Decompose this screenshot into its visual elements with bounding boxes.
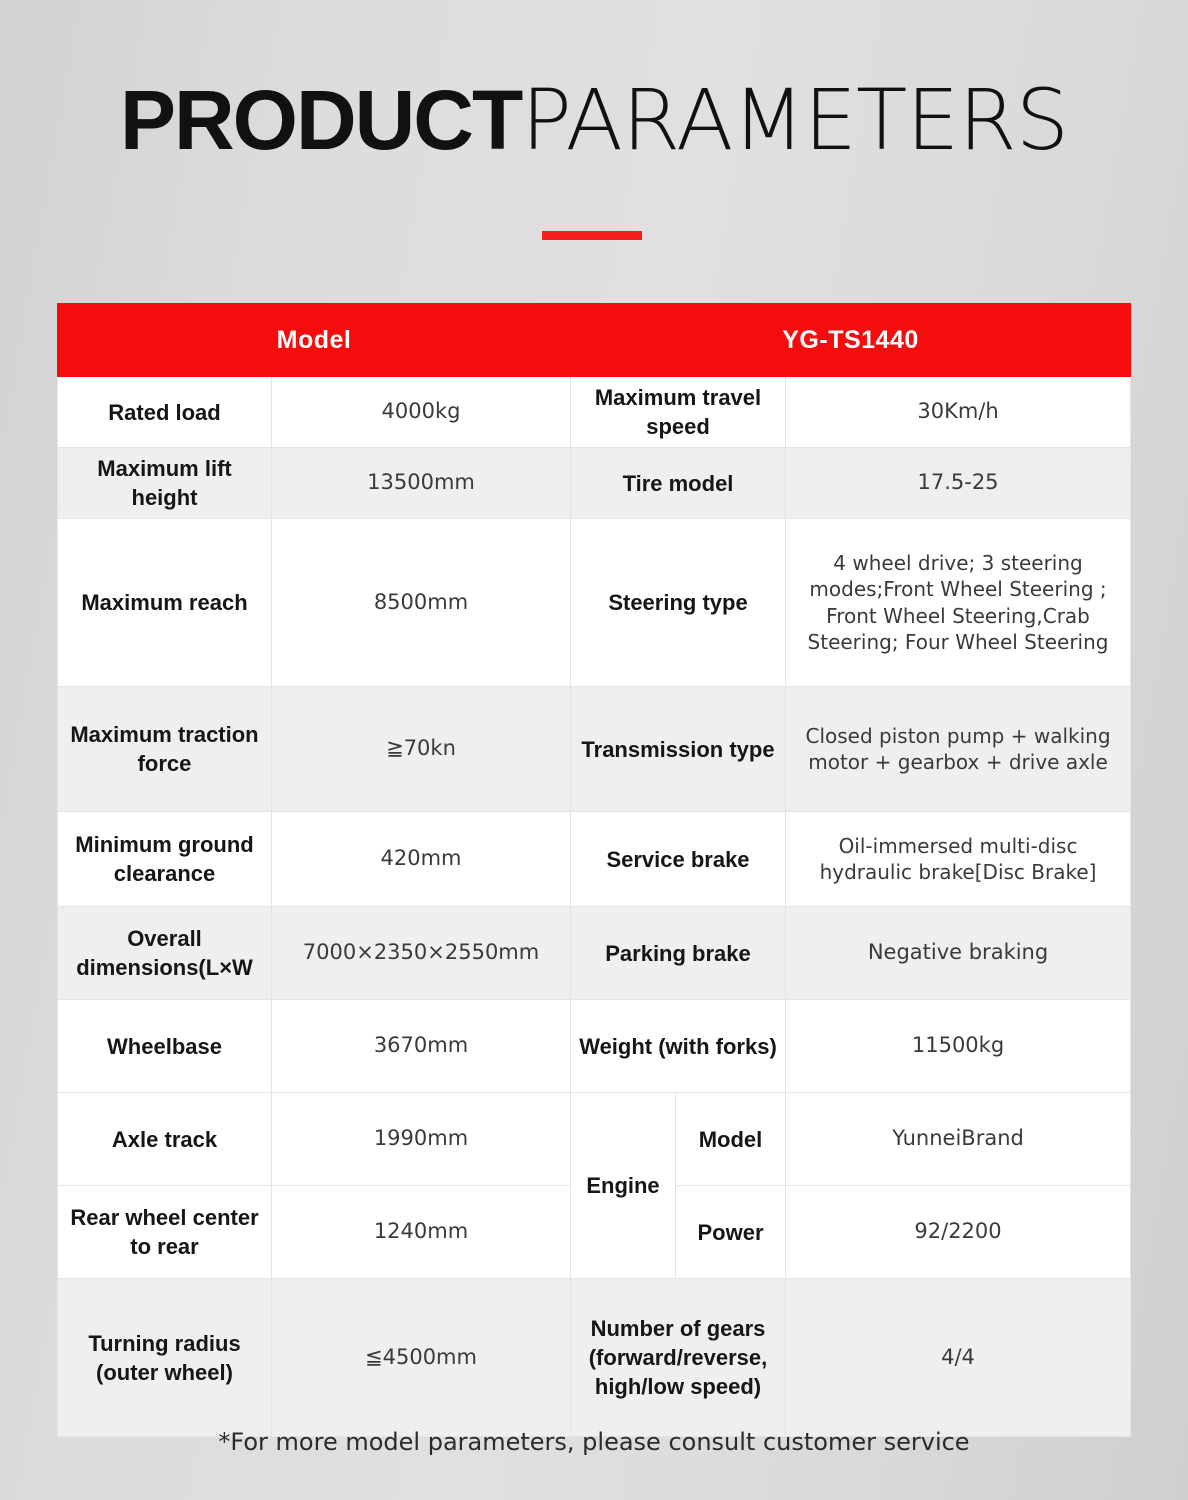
page-title-strong: PRODUCT [119, 73, 523, 167]
row-label-tire-model: Tire model [570, 447, 786, 520]
row-label-max-traction-force: Maximum traction force [57, 686, 272, 813]
row-label-rated-load: Rated load [57, 375, 272, 449]
title-accent-bar [542, 231, 642, 240]
row-value-service-brake: Oil-immersed multi-disc hydraulic brake[… [784, 811, 1132, 908]
row-label-axle-track: Axle track [57, 1092, 272, 1187]
table-row: Maximum reach 8500mm Steering type 4 whe… [57, 518, 1132, 688]
row-value-axle-track: 1990mm [271, 1092, 571, 1187]
row-value-max-reach: 8500mm [271, 518, 571, 688]
page-title: PRODUCTPARAMETERS [0, 78, 1188, 162]
row-value-max-traction-force: ≧70kn [271, 686, 571, 813]
row-label-engine: Engine [570, 1092, 676, 1280]
row-value-weight-with-forks: 11500kg [784, 999, 1132, 1094]
row-value-min-ground-clearance: 420mm [271, 811, 571, 908]
row-value-max-travel-speed: 30Km/h [784, 375, 1132, 449]
table-header-model-label: Model [57, 303, 571, 377]
row-label-parking-brake: Parking brake [570, 906, 786, 1001]
table-row: Axle track 1990mm Engine Model YunneiBra… [57, 1092, 1132, 1280]
row-value-engine-power: 92/2200 [784, 1185, 1132, 1280]
row-value-tire-model: 17.5-25 [784, 447, 1132, 520]
row-label-max-lift-height: Maximum lift height [57, 447, 272, 520]
row-value-transmission-type: Closed piston pump + walking motor + gea… [784, 686, 1132, 813]
table-header-model-value: YG-TS1440 [569, 303, 1132, 377]
page-title-light: PARAMETERS [521, 71, 1069, 169]
row-value-wheelbase: 3670mm [271, 999, 571, 1094]
row-label-rear-wheel-center-to-rear: Rear wheel center to rear [57, 1185, 272, 1280]
row-label-service-brake: Service brake [570, 811, 786, 908]
table-row: Wheelbase 3670mm Weight (with forks) 115… [57, 999, 1132, 1094]
row-label-max-travel-speed: Maximum travel speed [570, 375, 786, 449]
table-row: Rear wheel center to rear 1240mm Power 9… [57, 1185, 1132, 1280]
table-row: Maximum traction force ≧70kn Transmissio… [57, 686, 1132, 813]
table-row: Minimum ground clearance 420mm Service b… [57, 811, 1132, 908]
row-value-rear-wheel-center-to-rear: 1240mm [271, 1185, 571, 1280]
table-row: Overall dimensions(L×W 7000×2350×2550mm … [57, 906, 1132, 1001]
row-label-turning-radius: Turning radius (outer wheel) [57, 1278, 272, 1438]
spec-table: Model YG-TS1440 Rated load 4000kg Maximu… [57, 303, 1132, 1438]
table-row: Maximum lift height 13500mm Tire model 1… [57, 447, 1132, 520]
row-value-engine-model: YunneiBrand [784, 1092, 1132, 1187]
row-value-number-of-gears: 4/4 [784, 1278, 1132, 1438]
footnote: *For more model parameters, please consu… [218, 1428, 970, 1456]
row-label-max-reach: Maximum reach [57, 518, 272, 688]
row-value-parking-brake: Negative braking [784, 906, 1132, 1001]
table-row: Turning radius (outer wheel) ≦4500mm Num… [57, 1278, 1132, 1438]
row-label-min-ground-clearance: Minimum ground clearance [57, 811, 272, 908]
row-label-steering-type: Steering type [570, 518, 786, 688]
row-label-number-of-gears: Number of gears (forward/reverse, high/l… [570, 1278, 786, 1438]
row-value-overall-dimensions: 7000×2350×2550mm [271, 906, 571, 1001]
table-header-row: Model YG-TS1440 [57, 303, 1132, 377]
row-value-rated-load: 4000kg [271, 375, 571, 449]
row-value-turning-radius: ≦4500mm [271, 1278, 571, 1438]
row-sublabel-engine-model: Model [675, 1092, 786, 1187]
row-sublabel-engine-power: Power [675, 1185, 786, 1280]
row-value-max-lift-height: 13500mm [271, 447, 571, 520]
row-label-wheelbase: Wheelbase [57, 999, 272, 1094]
table-row: Rated load 4000kg Maximum travel speed 3… [57, 375, 1132, 449]
row-label-weight-with-forks: Weight (with forks) [570, 999, 786, 1094]
row-label-overall-dimensions: Overall dimensions(L×W [57, 906, 272, 1001]
row-value-steering-type: 4 wheel drive; 3 steering modes;Front Wh… [784, 518, 1132, 688]
row-label-transmission-type: Transmission type [570, 686, 786, 813]
